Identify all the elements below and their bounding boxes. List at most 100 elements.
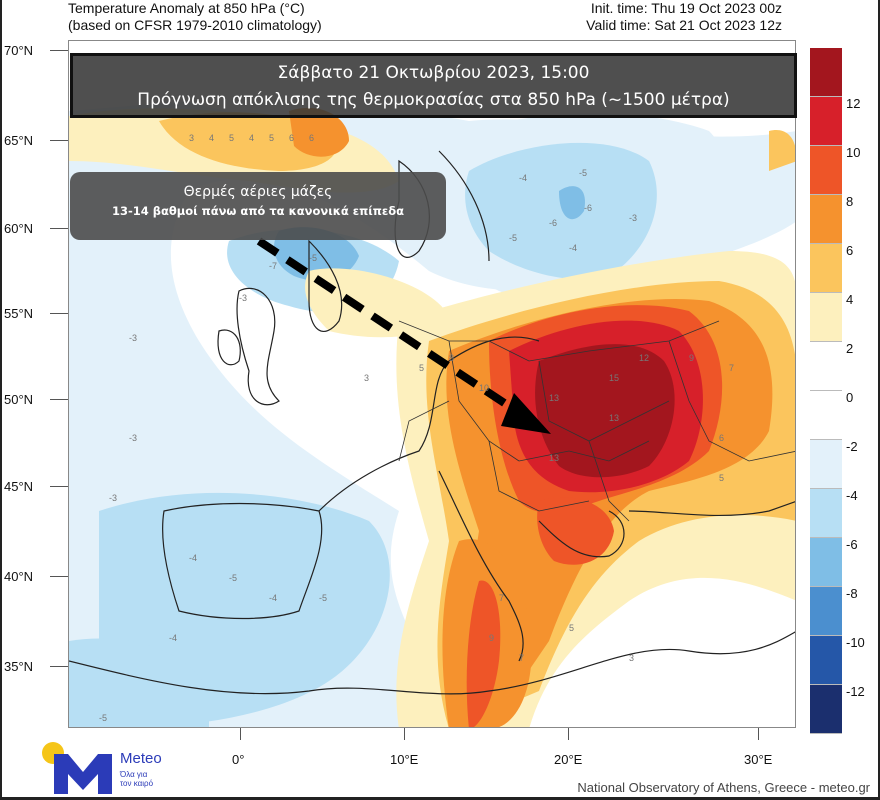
svg-text:-4: -4: [569, 243, 577, 253]
colorbar-label: 4: [846, 292, 854, 307]
tagline-line-2: τον καιρό: [120, 779, 154, 788]
forecast-banner: Σάββατο 21 Οκτωβρίου 2023, 15:00 Πρόγνωσ…: [70, 53, 797, 118]
lat-tick: [50, 486, 68, 487]
logo-brand: Meteo: [120, 750, 162, 767]
lat-label-50n: 50°N: [4, 392, 34, 407]
colorbar-label: -6: [846, 537, 858, 552]
colorbar-label: 10: [846, 145, 861, 160]
meteo-logo: Meteo Όλα για τον καιρό: [38, 740, 178, 794]
svg-text:5: 5: [569, 623, 574, 633]
svg-text:5: 5: [269, 133, 274, 143]
svg-text:9: 9: [489, 633, 494, 643]
callout-title: Θερμές αέριες μάζες: [183, 184, 333, 200]
svg-text:-4: -4: [519, 173, 527, 183]
colorbar-cell: [810, 636, 842, 685]
anomaly-field: 3 4 5 4 5 6 6 -4 -5 -6 -6 -5 -4 -3 -7 -5 -3 -3 -3 -3 3 5 8…: [69, 41, 795, 727]
valid-time: Valid time: Sat 21 Oct 2023 12z: [586, 17, 782, 33]
svg-text:5: 5: [229, 133, 234, 143]
title-line-1: Temperature Anomaly at 850 hPa (°C): [68, 0, 305, 16]
lat-tick: [50, 666, 68, 667]
colorbar-label: -12: [846, 684, 865, 699]
svg-text:-3: -3: [109, 493, 117, 503]
colorbar-label: -10: [846, 635, 865, 650]
lat-tick: [50, 50, 68, 51]
svg-text:3: 3: [189, 133, 194, 143]
svg-text:-3: -3: [629, 213, 637, 223]
colorbar-cell: [810, 97, 842, 146]
lat-tick: [50, 399, 68, 400]
logo-tagline: Όλα για τον καιρό: [120, 770, 153, 788]
colorbar-cell: [810, 587, 842, 636]
svg-text:8: 8: [449, 353, 454, 363]
colorbar-cell: [810, 342, 842, 391]
svg-text:-4: -4: [169, 633, 177, 643]
init-time: Init. time: Thu 19 Oct 2023 00z: [590, 0, 782, 16]
banner-description: Πρόγνωση απόκλισης της θερμοκρασίας στα …: [137, 90, 730, 110]
svg-text:4: 4: [249, 133, 254, 143]
svg-text:5: 5: [419, 363, 424, 373]
lat-label-70n: 70°N: [4, 43, 34, 58]
colorbar-cell: [810, 195, 842, 244]
colorbar: [810, 48, 842, 734]
svg-text:7: 7: [519, 653, 524, 663]
warm-air-callout: Θερμές αέριες μάζες 13-14 βαθμοί πάνω απ…: [70, 172, 446, 240]
svg-text:7: 7: [499, 593, 504, 603]
colorbar-label: 6: [846, 243, 854, 258]
colorbar-label: -4: [846, 488, 858, 503]
svg-text:-5: -5: [319, 593, 327, 603]
colorbar-cell: [810, 293, 842, 342]
colorbar-cell: [810, 146, 842, 195]
svg-text:-3: -3: [129, 333, 137, 343]
callout-subtitle: 13-14 βαθμοί πάνω από τα κανονικά επίπεδ…: [111, 204, 405, 218]
colorbar-cell: [810, 244, 842, 293]
colorbar-label: -8: [846, 586, 858, 601]
lat-tick: [50, 228, 68, 229]
svg-text:15: 15: [609, 373, 619, 383]
lat-tick: [50, 576, 68, 577]
lat-label-35n: 35°N: [4, 659, 34, 674]
lon-label-0: 0°: [232, 752, 245, 767]
title-line-2: (based on CFSR 1979-2010 climatology): [68, 17, 322, 33]
lat-label-55n: 55°N: [4, 306, 34, 321]
colorbar-label: -2: [846, 439, 858, 454]
colorbar-label: 8: [846, 194, 854, 209]
svg-text:6: 6: [719, 433, 724, 443]
anomaly-map: 3 4 5 4 5 6 6 -4 -5 -6 -6 -5 -4 -3 -7 -5 -3 -3 -3 -3 3 5 8…: [68, 40, 796, 728]
svg-text:6: 6: [309, 133, 314, 143]
colorbar-cell: [810, 391, 842, 440]
colorbar-cell: [810, 48, 842, 97]
lat-label-45n: 45°N: [4, 479, 34, 494]
svg-text:13: 13: [549, 453, 559, 463]
svg-text:5: 5: [719, 473, 724, 483]
svg-text:-5: -5: [99, 713, 107, 723]
svg-text:13: 13: [609, 413, 619, 423]
banner-date: Σάββατο 21 Οκτωβρίου 2023, 15:00: [277, 63, 590, 83]
lat-label-40n: 40°N: [4, 569, 34, 584]
lat-tick: [50, 140, 68, 141]
svg-text:-5: -5: [309, 253, 317, 263]
tagline-line-1: Όλα για: [120, 770, 148, 779]
colorbar-cell: [810, 440, 842, 489]
svg-text:-6: -6: [549, 218, 557, 228]
lat-tick: [50, 313, 68, 314]
colorbar-label: 2: [846, 341, 854, 356]
colorbar-label: 0: [846, 390, 854, 405]
svg-text:-3: -3: [129, 433, 137, 443]
svg-text:-3: -3: [239, 293, 247, 303]
svg-text:12: 12: [639, 353, 649, 363]
svg-text:4: 4: [209, 133, 214, 143]
colorbar-cell: [810, 489, 842, 538]
colorbar-cell: [810, 685, 842, 734]
svg-text:13: 13: [549, 393, 559, 403]
lon-label-20e: 20°E: [554, 752, 583, 767]
lon-tick: [240, 728, 241, 740]
svg-text:6: 6: [289, 133, 294, 143]
time-info: Init. time: Thu 19 Oct 2023 00z Valid ti…: [586, 0, 782, 34]
svg-text:9: 9: [689, 353, 694, 363]
lat-label-60n: 60°N: [4, 221, 34, 236]
svg-text:-5: -5: [229, 573, 237, 583]
lon-label-10e: 10°E: [390, 752, 419, 767]
svg-text:-5: -5: [579, 168, 587, 178]
svg-text:3: 3: [364, 373, 369, 383]
